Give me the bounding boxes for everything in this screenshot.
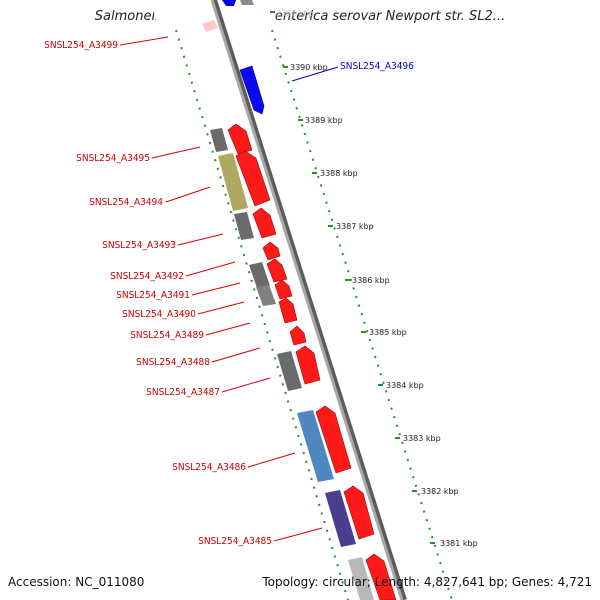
- gene-label-SNSL254_A3490[interactable]: SNSL254_A3490: [122, 309, 196, 320]
- genome-info-label: Topology: circular; Length: 4,827,641 bp…: [262, 575, 592, 589]
- gene-label-SNSL254_A3487[interactable]: SNSL254_A3487: [146, 387, 220, 398]
- gene-box-grey[interactable]: [210, 128, 228, 152]
- tick-label: 3389 kbp: [305, 116, 343, 125]
- gene-arrow-SNSL254_A3488[interactable]: [289, 325, 307, 346]
- gene-label-SNSL254_A3486[interactable]: SNSL254_A3486: [172, 462, 246, 473]
- tick-3383: 3383 kbp: [395, 434, 441, 443]
- gene-arrow-SNSL254_A3486[interactable]: [315, 405, 352, 474]
- gene-label-SNSL254_A3492[interactable]: SNSL254_A3492: [110, 271, 184, 282]
- accession-label: Accession: NC_011080: [8, 575, 145, 589]
- gene-arrow-SNSL254_A3485[interactable]: [343, 485, 375, 540]
- gene-arrow-SNSL254_A3493[interactable]: [252, 207, 277, 239]
- tick-3382: 3382 kbp: [412, 487, 459, 496]
- tick-3390: 3390 kbp: [283, 63, 328, 72]
- gene-arrow-SNSL254_A3491[interactable]: [266, 258, 288, 283]
- tick-label: 3381 kbp: [440, 539, 478, 548]
- gene-box-grey[interactable]: [249, 262, 270, 288]
- gene-box-grey[interactable]: [256, 285, 276, 306]
- gene-arrow-partial-bottom[interactable]: [365, 553, 397, 600]
- gene-label-SNSL254_A3494[interactable]: SNSL254_A3494: [89, 197, 163, 208]
- backbone-shadow: [211, 0, 407, 600]
- gene-box-indigo[interactable]: [325, 490, 356, 547]
- tick-label: 3387 kbp: [336, 222, 374, 231]
- tick-label: 3382 kbp: [421, 487, 459, 496]
- tick-label: 3390 kbp: [290, 63, 328, 72]
- gene-label-SNSL254_A3488[interactable]: SNSL254_A3488: [136, 357, 210, 368]
- leader-lines: [119, 36, 323, 542]
- gene-arrow-faded[interactable]: [202, 20, 218, 32]
- tick-label: 3386 kbp: [352, 276, 390, 285]
- gene-label-SNSL254_A3491[interactable]: SNSL254_A3491: [116, 290, 190, 301]
- tick-3381: 3381 kbp: [430, 539, 478, 548]
- gene-arrow-SNSL254_A3496[interactable]: [239, 65, 265, 115]
- gene-arrow-SNSL254_A3490[interactable]: [274, 279, 293, 300]
- gene-labels: SNSL254_A3499 SNSL254_A3496 SNSL254_A349…: [44, 40, 414, 547]
- tick-label: 3388 kbp: [320, 169, 358, 178]
- gene-box-partial[interactable]: [240, 0, 254, 5]
- gene-arrow-SNSL254_A3487[interactable]: [295, 345, 321, 385]
- gene-arrow-partial[interactable]: [222, 0, 236, 6]
- tick-3387: 3387 kbp: [328, 222, 374, 231]
- inner-ruler: [175, 29, 349, 600]
- gene-box-steel[interactable]: [297, 410, 334, 482]
- gene-label-SNSL254_A3493[interactable]: SNSL254_A3493: [102, 240, 176, 251]
- gene-label-SNSL254_A3496[interactable]: SNSL254_A3496: [340, 61, 414, 72]
- tick-3386: 3386 kbp: [345, 276, 390, 285]
- gene-arrow-SNSL254_A3495[interactable]: [227, 123, 253, 155]
- gene-arrow-SNSL254_A3489[interactable]: [278, 297, 298, 324]
- tick-3385: 3385 kbp: [361, 328, 407, 337]
- track-band: [150, 0, 460, 600]
- gene-box-olive[interactable]: [218, 153, 248, 211]
- outer-ruler: [271, 29, 453, 600]
- gene-label-SNSL254_A3495[interactable]: SNSL254_A3495: [76, 153, 150, 164]
- gene-label-SNSL254_A3485[interactable]: SNSL254_A3485: [198, 536, 272, 547]
- gene-arrow-SNSL254_A3494[interactable]: [235, 150, 271, 207]
- tick-group: 3391 kbp 3390 kbp 3389 kbp 3388 kbp 3387…: [270, 9, 478, 548]
- tick-label: 3391 kbp: [276, 9, 314, 18]
- gene-box-grey[interactable]: [348, 557, 374, 600]
- gene-arrow-SNSL254_A3492[interactable]: [262, 241, 281, 261]
- tick-3389: 3389 kbp: [298, 116, 343, 125]
- gene-box-grey[interactable]: [277, 351, 302, 391]
- gene-label-SNSL254_A3489[interactable]: SNSL254_A3489: [130, 330, 204, 341]
- tick-3391: 3391 kbp: [270, 9, 314, 18]
- tick-label: 3385 kbp: [369, 328, 407, 337]
- tick-label: 3384 kbp: [386, 381, 424, 390]
- backbone: [210, 0, 404, 600]
- tick-label: 3383 kbp: [403, 434, 441, 443]
- gene-box-grey[interactable]: [234, 212, 254, 240]
- tick-3384: 3384 kbp: [378, 381, 424, 390]
- leader-line-blue: [291, 66, 339, 82]
- gene-label-SNSL254_A3499[interactable]: SNSL254_A3499: [44, 40, 118, 51]
- tick-3388: 3388 kbp: [312, 169, 358, 178]
